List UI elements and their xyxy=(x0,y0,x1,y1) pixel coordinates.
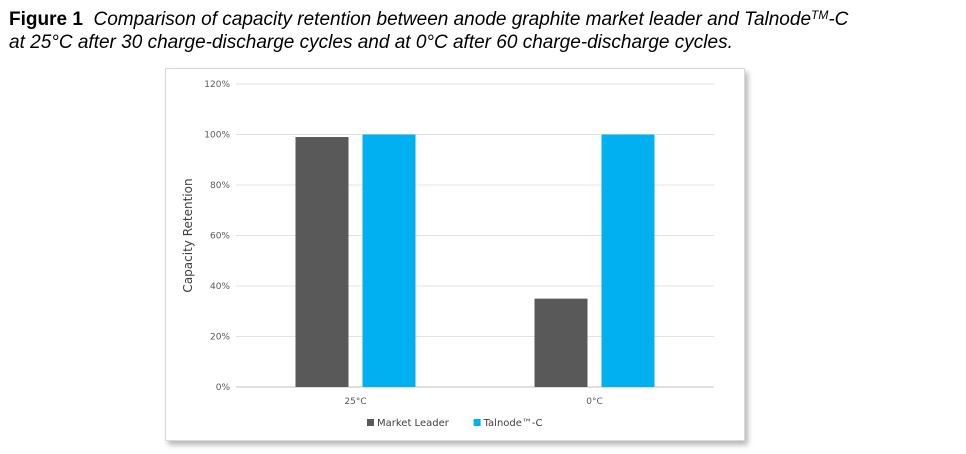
y-tick-label: 60% xyxy=(210,232,230,242)
caption-text-end: -C xyxy=(828,9,849,30)
bar-market-leader-0 xyxy=(295,137,349,387)
figure-caption: Figure 1 Comparison of capacity retentio… xyxy=(9,8,959,54)
bar-talnode-c-0 xyxy=(362,134,416,387)
y-axis-label: Capacity Retention xyxy=(181,178,195,292)
legend-label-1: Talnode™-C xyxy=(483,418,543,429)
chart-frame: 0% 20% 40% 60% 80% 100% 120% Capacity Retention… xyxy=(165,68,745,441)
y-tick-label: 20% xyxy=(210,333,230,343)
y-tick-label: 120% xyxy=(204,80,230,90)
bar-chart: 0% 20% 40% 60% 80% 100% 120% Capacity Retention… xyxy=(181,80,714,429)
y-tick-label: 0% xyxy=(216,383,231,393)
bar-talnode-c-1 xyxy=(601,134,655,387)
caption-line-1: Figure 1 Comparison of capacity retentio… xyxy=(9,8,959,31)
y-tick-label: 100% xyxy=(204,131,230,141)
legend-swatch-1 xyxy=(473,419,481,426)
y-tick-label: 40% xyxy=(210,282,230,292)
x-tick-label: 0°C xyxy=(586,397,603,407)
legend-label-0: Market Leader xyxy=(377,418,450,429)
trademark-superscript: TM xyxy=(811,8,829,22)
caption-line-2: at 25°C after 30 charge-discharge cycles… xyxy=(9,32,733,53)
y-tick-label: 80% xyxy=(210,181,230,191)
legend-swatch-0 xyxy=(367,419,374,426)
x-tick-label: 25°C xyxy=(344,397,366,407)
figure-label: Figure 1 xyxy=(9,9,83,30)
bar-market-leader-1 xyxy=(534,298,588,387)
caption-text: Comparison of capacity retention between… xyxy=(93,9,812,30)
